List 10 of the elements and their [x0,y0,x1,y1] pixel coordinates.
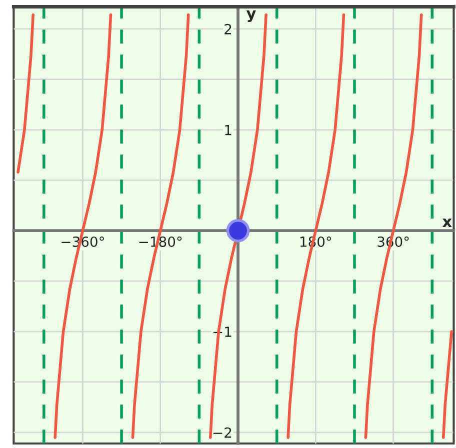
line-series [364,13,423,439]
y-tick-label: 2 [224,24,232,34]
line-series [54,13,112,439]
line-series [286,13,346,439]
line-series [131,13,190,439]
y-axis-title: y [246,10,256,22]
y-tick-label: 1 [225,124,232,136]
x-axis-title: x [442,218,452,227]
line-series [16,13,34,174]
y-tick-label: −2 [213,427,232,438]
